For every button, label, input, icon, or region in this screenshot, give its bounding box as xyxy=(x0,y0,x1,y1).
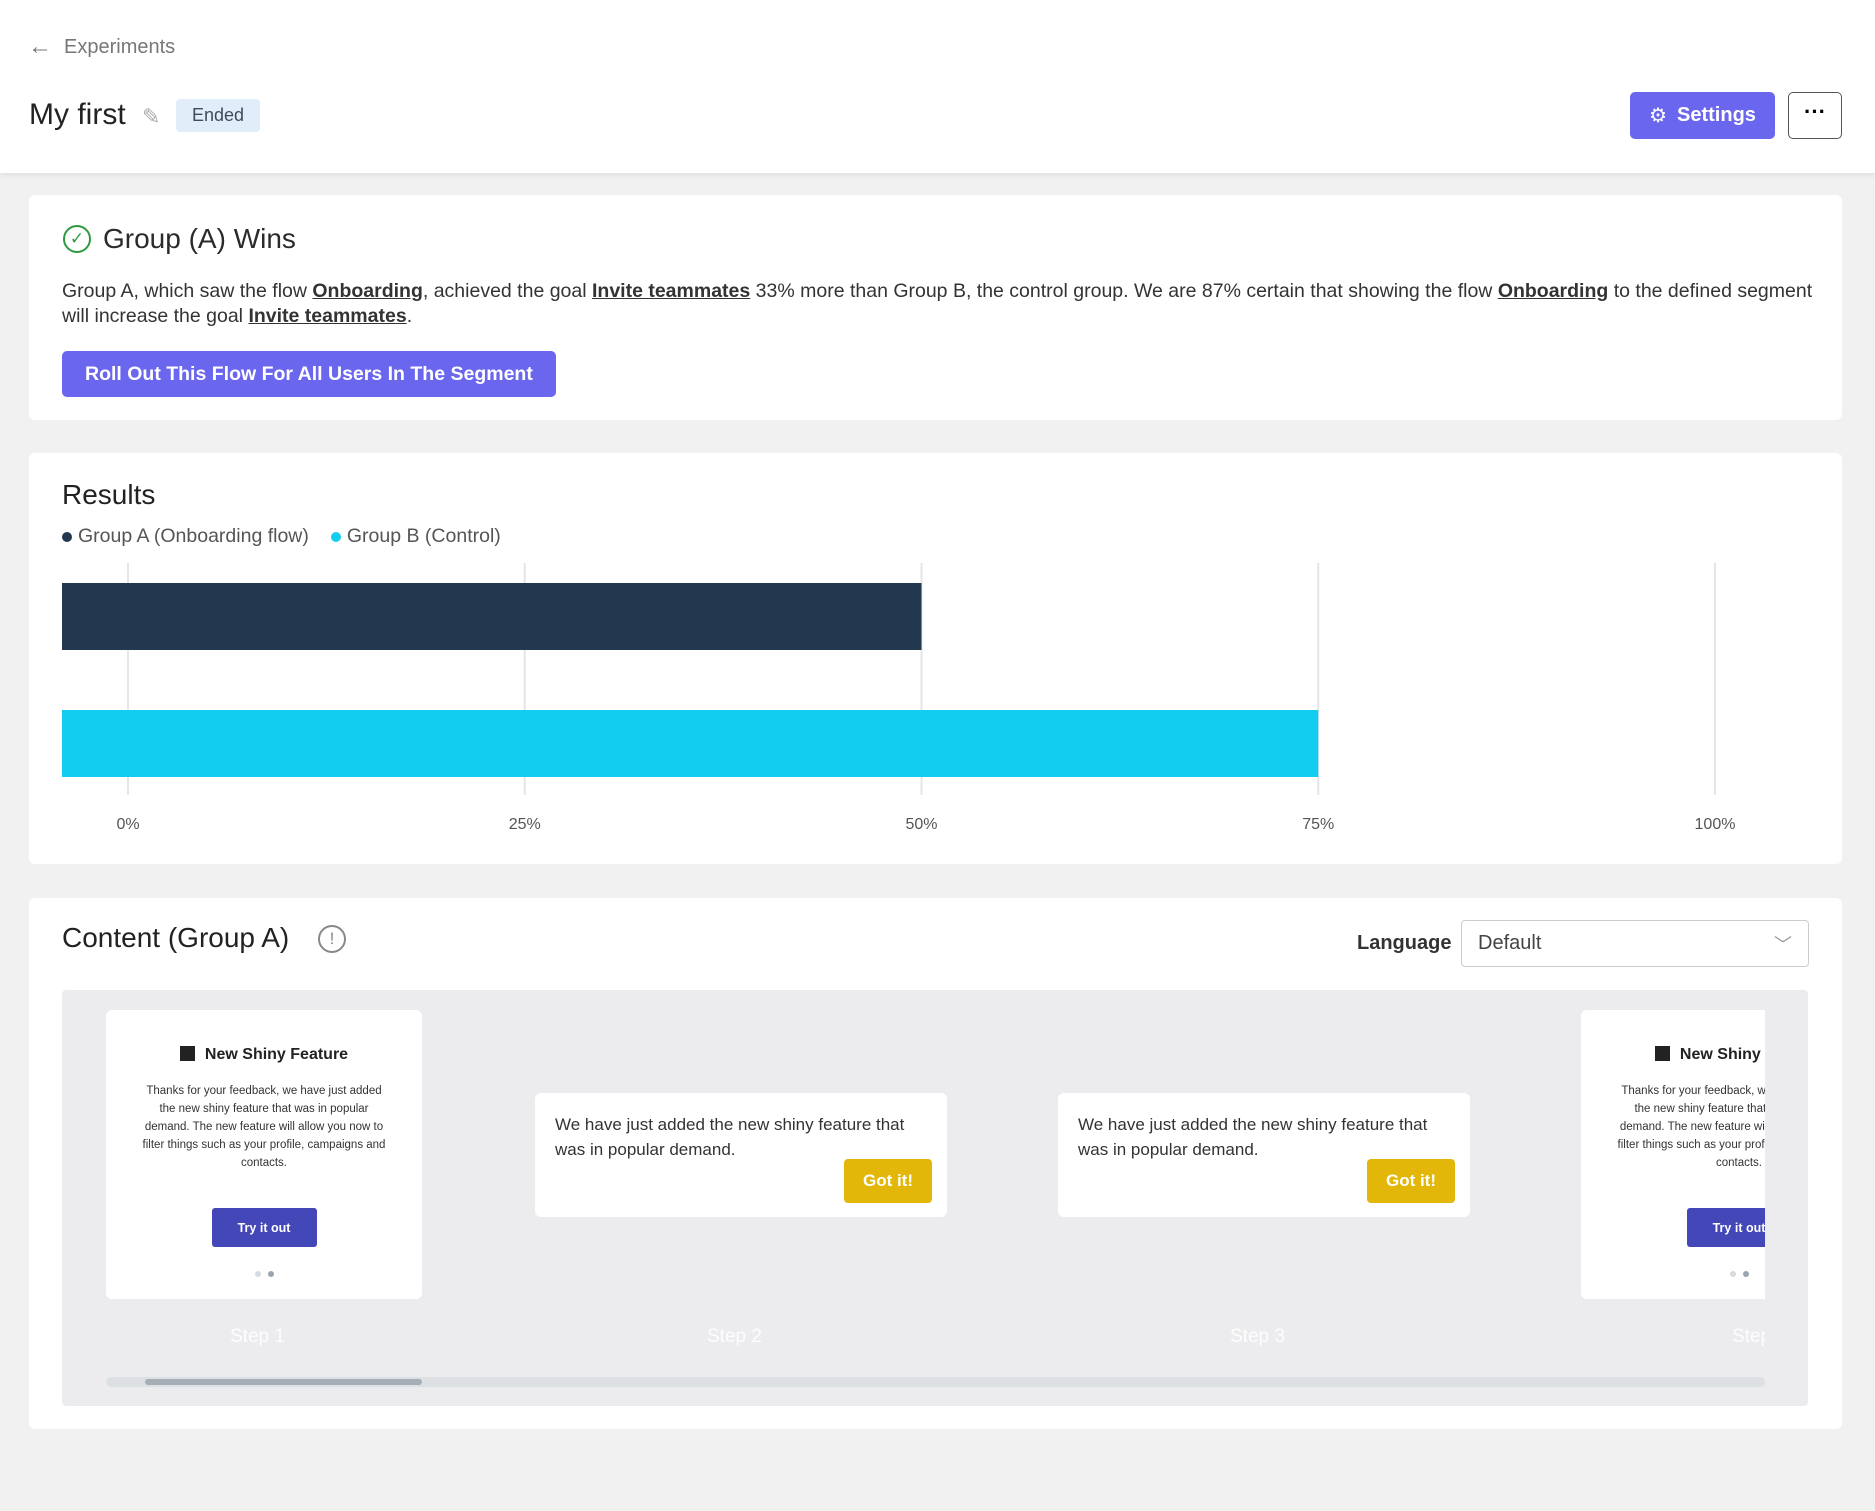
legend-label: Group A (Onboarding flow) xyxy=(78,525,309,547)
got-it-button[interactable]: Got it! xyxy=(844,1159,932,1203)
tooltip-body: We have just added the new shiny feature… xyxy=(555,1115,905,1159)
more-options-button[interactable]: ··· xyxy=(1788,92,1842,139)
try-it-out-button[interactable]: Try it out xyxy=(211,1208,317,1247)
legend-item-a: Group A (Onboarding flow) xyxy=(62,525,309,548)
summary-text: Group A, which saw the flow xyxy=(62,280,313,302)
language-select[interactable]: Default ﹀ xyxy=(1461,920,1809,967)
pagination-dots xyxy=(106,1271,422,1277)
back-label: Experiments xyxy=(64,35,176,58)
language-value: Default xyxy=(1478,932,1542,954)
chevron-down-icon: ﹀ xyxy=(1774,934,1792,955)
legend-item-b: Group B (Control) xyxy=(330,525,501,548)
summary-text: . xyxy=(406,305,413,327)
results-card: Results Group A (Onboarding flow) Group … xyxy=(29,453,1842,864)
goal-link[interactable]: Invite teammates xyxy=(248,305,407,327)
step-4-modal: New Shiny Feature Thanks for your feedba… xyxy=(1581,1010,1765,1299)
step-label: Step 2 xyxy=(707,1326,762,1347)
dot-active xyxy=(267,1271,274,1277)
settings-button[interactable]: ⚙ Settings xyxy=(1630,92,1775,139)
step-2-tooltip: We have just added the new shiny feature… xyxy=(535,1093,947,1217)
scrollbar-thumb[interactable] xyxy=(145,1379,422,1385)
summary-text: to the defined segment will increase the… xyxy=(62,280,1813,327)
x-tick-label: 100% xyxy=(1695,816,1736,833)
winner-summary: Group A, which saw the flow Onboarding, … xyxy=(62,279,1822,329)
legend-dot xyxy=(330,531,341,542)
results-chart: 0% 25% 50% 75% 100% xyxy=(62,563,1736,833)
step-3-tooltip: We have just added the new shiny feature… xyxy=(1058,1093,1470,1217)
content-card: Content (Group A) ! Language Default ﹀ N… xyxy=(29,898,1842,1429)
modal-body: Thanks for your feedback, we have just a… xyxy=(142,1085,386,1169)
got-it-button[interactable]: Got it! xyxy=(1367,1159,1455,1203)
x-tick-label: 75% xyxy=(1302,816,1334,833)
chart-legend: Group A (Onboarding flow) Group B (Contr… xyxy=(62,525,501,548)
status-badge: Ended xyxy=(176,99,261,132)
dot-active xyxy=(1742,1271,1749,1277)
steps-preview: New Shiny Feature Thanks for your feedba… xyxy=(62,990,1808,1406)
summary-text: 33% more than Group B, the control group… xyxy=(750,280,1498,302)
legend-label: Group B (Control) xyxy=(346,525,501,547)
arrow-left-icon: ← xyxy=(28,33,52,60)
modal-title-text: New Shiny Feature xyxy=(1679,1046,1765,1063)
x-tick-label: 25% xyxy=(509,816,541,833)
goal-link[interactable]: Invite teammates xyxy=(592,280,751,302)
check-circle-icon: ✓ xyxy=(63,225,91,253)
tooltip-body: We have just added the new shiny feature… xyxy=(1078,1115,1428,1159)
horizontal-scrollbar[interactable] xyxy=(106,1377,1765,1387)
winner-title: Group (A) Wins xyxy=(103,223,296,254)
back-link[interactable]: ← Experiments xyxy=(28,33,175,61)
step-label: Step 1 xyxy=(230,1326,285,1347)
winner-card: ✓ Group (A) Wins Group A, which saw the … xyxy=(29,195,1842,420)
edit-pencil-icon[interactable]: ✎ xyxy=(142,104,161,129)
rollout-button[interactable]: Roll Out This Flow For All Users In The … xyxy=(62,351,556,397)
legend-dot xyxy=(62,531,72,542)
content-title: Content (Group A) xyxy=(62,922,290,953)
language-label: Language xyxy=(1357,932,1452,954)
modal-body: Thanks for your feedback, we have just a… xyxy=(1617,1085,1765,1169)
dot xyxy=(1729,1271,1736,1277)
pagination-dots xyxy=(1581,1271,1765,1277)
modal-title: New Shiny Feature xyxy=(106,1046,422,1064)
flow-link[interactable]: Onboarding xyxy=(312,280,423,302)
modal-title: New Shiny Feature xyxy=(1581,1046,1765,1064)
x-tick-label: 50% xyxy=(905,816,937,833)
gear-icon: ⚙ xyxy=(1649,105,1668,127)
step-label: Step 3 xyxy=(1230,1326,1285,1347)
results-title: Results xyxy=(62,479,156,510)
square-icon xyxy=(1654,1046,1670,1061)
flow-link[interactable]: Onboarding xyxy=(1497,280,1609,302)
settings-label: Settings xyxy=(1677,104,1756,126)
step-1-modal: New Shiny Feature Thanks for your feedba… xyxy=(106,1010,422,1299)
step-4-clip: New Shiny Feature Thanks for your feedba… xyxy=(1581,1010,1765,1299)
step-label: Step 4 xyxy=(1732,1326,1765,1347)
square-icon xyxy=(179,1046,195,1061)
x-tick-label: 0% xyxy=(116,816,139,833)
page-title: My first xyxy=(29,98,126,131)
bar-group-b xyxy=(62,710,1319,777)
info-icon[interactable]: ! xyxy=(318,925,346,953)
page-header: ← Experiments My first ✎ Ended ⚙ Setting… xyxy=(0,0,1875,173)
summary-text: , achieved the goal xyxy=(422,280,592,302)
dot xyxy=(254,1271,261,1277)
modal-title-text: New Shiny Feature xyxy=(204,1046,349,1063)
try-it-out-button[interactable]: Try it out xyxy=(1686,1208,1765,1247)
step-label-clip: Step 4 xyxy=(1732,1326,1765,1348)
bar-group-a xyxy=(62,583,922,650)
winner-heading: ✓ Group (A) Wins xyxy=(63,223,296,255)
